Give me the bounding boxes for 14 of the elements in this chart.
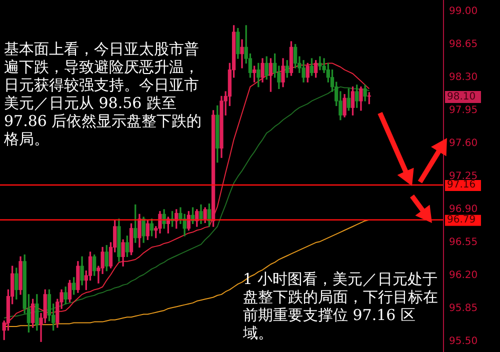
y-tick-label: 98.30 (449, 72, 478, 83)
annotation: 基本面上看，今日亚太股市普遍下跌，导致避险厌恶升温，日元获得较强支持。今日亚市美元／日元从 98.56 跌至 97.86 后依然显示盘整下跌的格局。 (4, 40, 203, 148)
y-tick-label: 96.20 (449, 270, 478, 282)
text: 98.10 (447, 92, 476, 103)
ref-line-label: 97.16 (447, 180, 476, 191)
y-tick-label: 95.50 (449, 336, 478, 348)
y-tick-label: 96.55 (449, 237, 478, 248)
y-tick-label: 98.65 (449, 38, 478, 50)
y-tick-label: 99.00 (449, 6, 478, 17)
ref-line-label: 96.79 (447, 214, 476, 226)
y-tick-label: 96.90 (449, 204, 478, 216)
y-tick-label: 97.60 (449, 138, 478, 150)
y-tick-label: 97.95 (449, 105, 478, 116)
y-tick-label: 95.85 (449, 303, 478, 314)
